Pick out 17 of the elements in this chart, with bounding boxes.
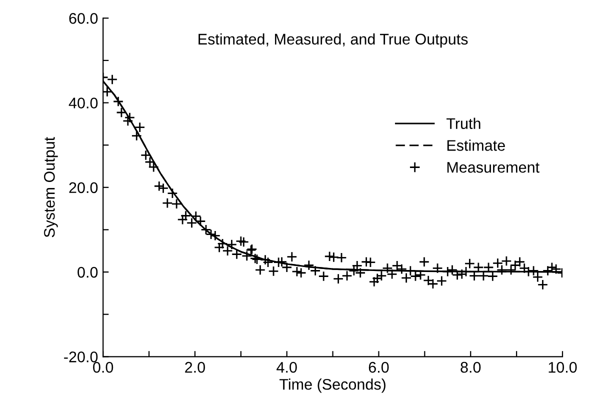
legend-label: Measurement: [447, 162, 540, 173]
text: Estimated, Measured, and True Outputs: [198, 33, 468, 48]
y-tick-label: -20.0: [64, 352, 98, 362]
x-tick-label: 6.0: [368, 362, 389, 373]
y-axis-title: System Output: [44, 136, 58, 238]
y-tick-label: 60.0: [69, 13, 98, 24]
x-axis-title: Time (Seconds): [280, 378, 386, 393]
x-tick-label: 8.0: [460, 362, 481, 373]
y-tick-label: 40.0: [68, 98, 98, 108]
legend-label: Estimate: [447, 140, 505, 151]
x-tick-label: 10.0: [548, 362, 577, 373]
y-tick-label: 20.0: [69, 182, 98, 194]
x-tick-label: 0.0: [93, 362, 114, 373]
x-tick-label: 2.0: [185, 362, 205, 373]
x-tick-label: 4.0: [276, 362, 297, 373]
legend-label: Truth: [446, 118, 480, 129]
y-tick-label: 0.0: [78, 266, 98, 278]
